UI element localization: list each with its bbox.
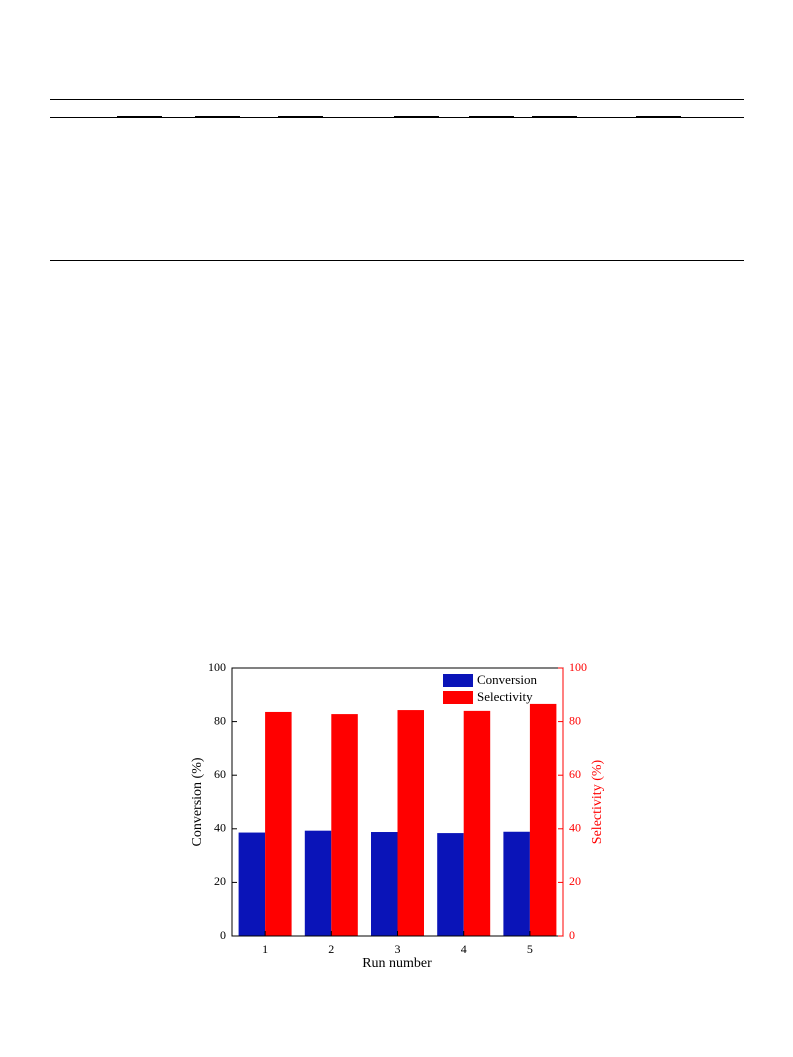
y-tick-label: 20 [214, 874, 226, 888]
y-axis-label: Conversion (%) [190, 757, 205, 846]
x-axis-label: Run number [362, 956, 432, 971]
bar [238, 832, 266, 936]
y-tick-label: 60 [214, 767, 226, 781]
y2-tick-label: 100 [569, 660, 587, 674]
bar [437, 833, 464, 936]
x-tick-label: 2 [328, 942, 334, 956]
y2-tick-label: 80 [569, 713, 581, 727]
y2-tick-label: 20 [569, 874, 581, 888]
x-tick-label: 5 [527, 942, 533, 956]
y-tick-label: 0 [220, 928, 226, 942]
legend-swatch [443, 674, 473, 687]
y-tick-label: 40 [214, 821, 226, 835]
y-tick-label: 100 [208, 660, 226, 674]
bar [503, 831, 530, 936]
bar [463, 710, 491, 936]
table-rules [50, 99, 744, 261]
y-tick-label: 80 [214, 713, 226, 727]
y2-tick-label: 0 [569, 928, 575, 942]
bar [331, 714, 358, 936]
bar [304, 830, 332, 936]
bar [529, 703, 557, 936]
y2-tick-label: 40 [569, 821, 581, 835]
bar [397, 710, 424, 936]
bar [265, 711, 292, 936]
x-tick-label: 3 [395, 942, 401, 956]
bar [371, 832, 398, 936]
y2-axis-label: Selectivity (%) [590, 759, 605, 844]
y2-tick-label: 60 [569, 767, 581, 781]
x-tick-label: 1 [262, 942, 268, 956]
x-tick-label: 4 [461, 942, 467, 956]
legend-swatch [443, 691, 473, 704]
legend-label: Selectivity [477, 689, 533, 704]
legend-label: Conversion [477, 672, 537, 687]
